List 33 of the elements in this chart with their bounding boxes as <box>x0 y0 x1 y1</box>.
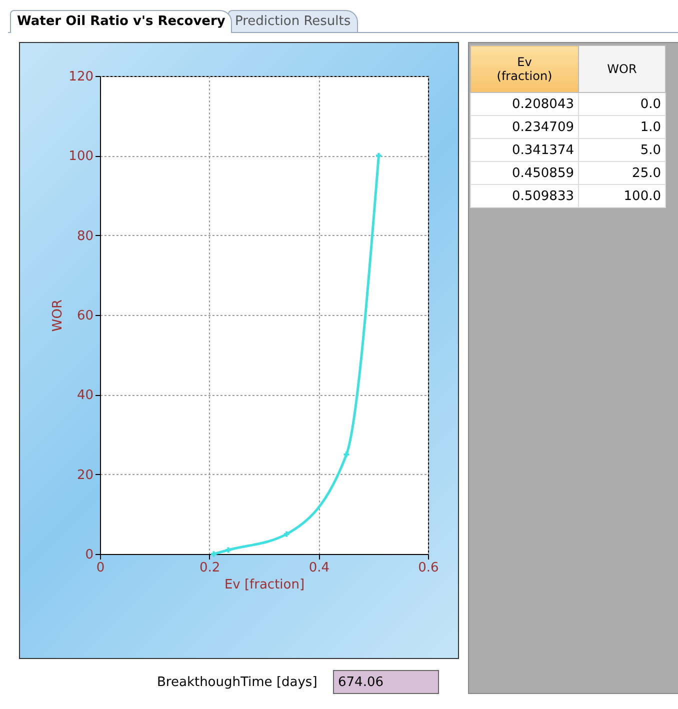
text: 0.208043 <box>470 92 578 116</box>
text: 25.0 <box>632 166 661 180</box>
text: Ev (fraction) <box>470 46 578 92</box>
text: 0.234709 <box>470 116 578 138</box>
y-tick-label: 120 <box>68 70 94 84</box>
x-tick-label: 0.6 <box>418 560 439 576</box>
text: 0.0 <box>640 96 661 112</box>
y-tick-label: 100 <box>68 149 94 164</box>
x-tick-label: 0.4 <box>308 560 330 576</box>
y-tick-label: 20 <box>76 468 94 483</box>
text: 1.0 <box>640 120 661 134</box>
text: 5.0 <box>640 142 661 158</box>
x-axis-title: Ev [fraction] <box>224 578 305 592</box>
chart-title: Water Oil Ratio v's Recovery <box>10 10 232 33</box>
point <box>376 152 382 158</box>
y-tick-label: 60 <box>76 308 94 324</box>
y-tick-label: 80 <box>76 228 94 244</box>
point <box>284 531 290 537</box>
y-tick-label: 0 <box>85 548 94 562</box>
x-tick-label: 0.2 <box>199 560 220 576</box>
text: BreakthoughTime [days] <box>157 675 318 690</box>
text: 0.341374 <box>470 138 578 162</box>
text: 0.509833 <box>470 184 578 208</box>
text: 0.450859 <box>470 162 578 184</box>
text: 100.0 <box>624 188 661 204</box>
y-axis-title: WOR <box>50 299 66 332</box>
point <box>210 551 216 557</box>
text: 674.06 <box>333 670 439 694</box>
point <box>226 547 232 553</box>
text: WOR <box>578 46 666 92</box>
y-tick-label: 40 <box>76 388 94 404</box>
point <box>344 452 350 458</box>
x-tick-label: 0 <box>96 560 105 576</box>
